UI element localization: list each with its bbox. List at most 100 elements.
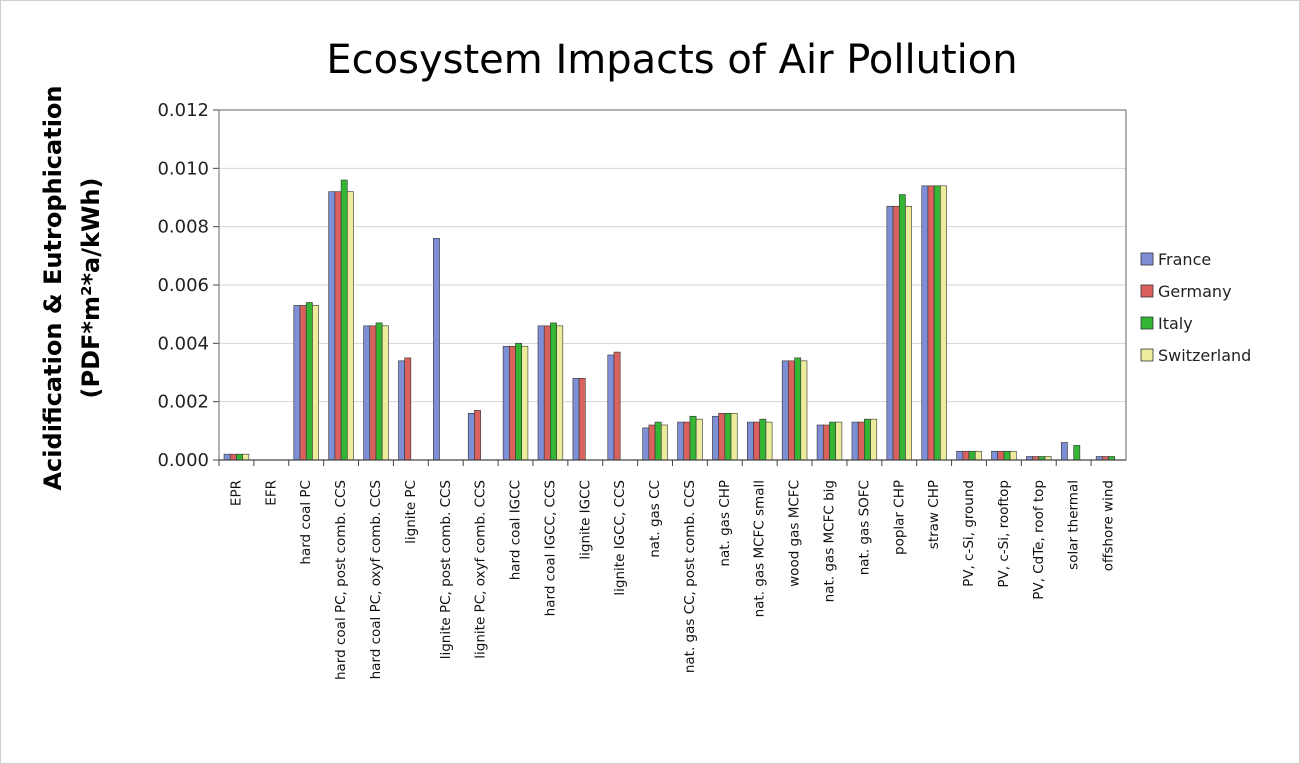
x-category-label: lignite PC, oxyf comb. CCS	[473, 480, 489, 659]
x-category-label: lignite PC, post comb. CCS	[438, 480, 454, 659]
x-category-label: hard coal PC, oxyf comb. CCS	[368, 480, 384, 679]
bar-france	[991, 450, 999, 461]
bar-switzerland	[556, 325, 564, 461]
x-category-label: straw CHP	[926, 480, 942, 549]
x-category-label: offshore wind	[1101, 480, 1117, 571]
bar-france	[537, 325, 545, 461]
bar-france	[502, 345, 510, 461]
bar-germany	[578, 378, 586, 461]
y-tick-label: 0.006	[157, 275, 209, 296]
bar-switzerland	[974, 450, 982, 461]
bar-switzerland	[765, 421, 773, 461]
bar-france	[677, 421, 685, 461]
bar-switzerland	[870, 418, 878, 461]
legend: France Germany Italy Switzerland	[1140, 250, 1251, 365]
y-axis-label-group: Acidification & Eutrophication (PDF*m²*a…	[39, 85, 105, 490]
bar-switzerland	[1009, 450, 1017, 461]
bar-france	[572, 378, 580, 461]
bar-switzerland	[835, 421, 843, 461]
bar-italy	[864, 418, 871, 461]
bar-france	[607, 354, 615, 461]
y-tick-label: 0.000	[157, 450, 209, 471]
x-category-label: nat. gas SOFC	[856, 480, 872, 575]
bar-germany	[822, 424, 830, 461]
x-category-label: nat. gas CHP	[717, 480, 733, 567]
bar-italy	[829, 421, 836, 461]
legend-label-france: France	[1158, 250, 1211, 269]
legend-swatch-italy	[1140, 316, 1154, 330]
legend-label-italy: Italy	[1158, 314, 1193, 333]
bar-germany	[334, 191, 342, 461]
bar-italy	[340, 179, 348, 461]
bar-germany	[648, 424, 656, 461]
bar-france	[467, 413, 475, 461]
legend-label-germany: Germany	[1158, 282, 1232, 301]
bar-france	[747, 421, 754, 461]
bar-france	[293, 305, 301, 461]
bar-switzerland	[800, 360, 808, 461]
bar-switzerland	[521, 345, 529, 461]
bar-switzerland	[381, 325, 389, 461]
bar-germany	[369, 325, 377, 461]
bar-italy	[933, 185, 941, 461]
plot-area: 0.000 0.002 0.004 0.006 0.008 0.010 0.012 EPR EF…	[157, 100, 1127, 680]
y-tick-label: 0.008	[157, 217, 209, 238]
y-axis-label-line2: (PDF*m²*a/kWh)	[77, 178, 105, 399]
bar-france	[363, 325, 371, 461]
bar-italy	[759, 418, 767, 461]
x-category-label: solar thermal	[1066, 480, 1082, 570]
bar-france	[1060, 442, 1068, 461]
bar-france	[956, 450, 964, 461]
bar-france	[886, 205, 894, 461]
y-tick-label: 0.002	[157, 392, 209, 413]
bar-italy	[968, 450, 976, 461]
legend-swatch-switzerland	[1140, 348, 1154, 362]
bar-italy	[550, 322, 557, 461]
y-axis-label-line1: Acidification & Eutrophication	[39, 85, 67, 490]
bar-germany	[927, 185, 935, 461]
bar-france	[642, 427, 650, 461]
x-category-label: nat. gas CC, post comb. CCS	[682, 480, 698, 673]
bar-italy	[515, 343, 523, 461]
x-category-label: hard coal PC, post comb. CCS	[333, 480, 349, 680]
bar-switzerland	[242, 453, 250, 461]
bar-germany	[892, 205, 900, 461]
bar-italy	[724, 413, 732, 461]
legend-label-switzerland: Switzerland	[1158, 346, 1251, 365]
bar-germany	[613, 351, 621, 461]
bar-germany	[404, 357, 412, 461]
bar-france	[816, 424, 824, 461]
bar-france	[712, 415, 719, 461]
bar-germany	[857, 421, 865, 461]
legend-swatch-germany	[1140, 284, 1154, 298]
bar-italy	[236, 453, 243, 461]
bar-switzerland	[940, 185, 947, 461]
bar-switzerland	[905, 205, 912, 461]
x-category-label: PV, c-Si, rooftop	[996, 480, 1012, 588]
x-category-label: EPR	[228, 480, 244, 506]
bar-france	[328, 191, 336, 461]
chart-title: Ecosystem Impacts of Air Pollution	[326, 37, 1017, 83]
bar-france	[921, 185, 929, 461]
x-category-label: PV, c-Si, ground	[961, 480, 977, 587]
bar-germany	[474, 410, 481, 461]
x-category-label: PV, CdTe, roof top	[1031, 480, 1047, 600]
y-tick-label: 0.004	[157, 333, 209, 354]
y-tick-label: 0.012	[157, 100, 209, 121]
bar-switzerland	[695, 418, 703, 461]
x-category-label: poplar CHP	[891, 480, 907, 555]
bar-germany	[229, 453, 237, 461]
x-category-label: lignite IGCC	[577, 480, 593, 560]
x-category-label: wood gas MCFC	[787, 480, 803, 587]
bar-italy	[375, 322, 383, 461]
legend-swatch-france	[1140, 252, 1154, 266]
bar-switzerland	[312, 305, 319, 461]
x-category-label: nat. gas MCFC small	[752, 480, 768, 617]
bar-france	[223, 453, 231, 461]
x-category-label: nat. gas MCFC big	[821, 480, 837, 602]
x-category-label: lignite IGCC, CCS	[612, 480, 628, 596]
x-category-label: EFR	[263, 480, 279, 506]
bar-italy	[654, 421, 662, 461]
